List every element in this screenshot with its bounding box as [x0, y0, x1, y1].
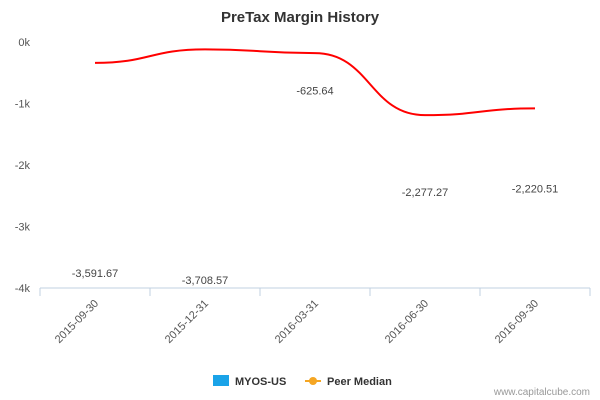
legend-label-myos: MYOS-US — [235, 376, 286, 388]
legend[interactable]: MYOS-US Peer Median — [213, 375, 392, 388]
data-label: -3,591.67 — [72, 268, 118, 280]
y-tick-label: 0k — [18, 37, 30, 49]
data-label: -625.64 — [296, 85, 333, 97]
data-labels: -3,591.67 -3,708.57 -625.64 -2,277.27 -2,220… — [72, 85, 558, 287]
y-tick-label: -2k — [15, 160, 31, 172]
legend-label-peer: Peer Median — [327, 376, 392, 388]
axes: 0k -1k -2k -3k -4k 2015-09-30 2015-12-31 2016-0… — [15, 37, 591, 346]
x-tick-label: 2015-09-30 — [53, 298, 101, 346]
data-label: -2,277.27 — [402, 187, 448, 199]
x-tick-label: 2015-12-31 — [163, 298, 211, 346]
chart-title: PreTax Margin History — [221, 9, 380, 26]
y-tick-label: -4k — [15, 283, 31, 295]
data-label: -3,708.57 — [182, 275, 228, 287]
y-tick-label: -3k — [15, 222, 31, 234]
legend-marker-peer — [309, 377, 317, 385]
legend-swatch-myos — [213, 375, 229, 386]
data-label: -2,220.51 — [512, 184, 558, 196]
line-series — [94, 48, 536, 117]
source-credit: www.capitalcube.com — [493, 387, 590, 398]
y-tick-label: -1k — [15, 99, 31, 111]
x-tick-label: 2016-03-31 — [273, 298, 321, 346]
x-tick-label: 2016-09-30 — [493, 298, 541, 346]
x-tick-label: 2016-06-30 — [383, 298, 431, 346]
peer-median-line — [94, 48, 536, 117]
